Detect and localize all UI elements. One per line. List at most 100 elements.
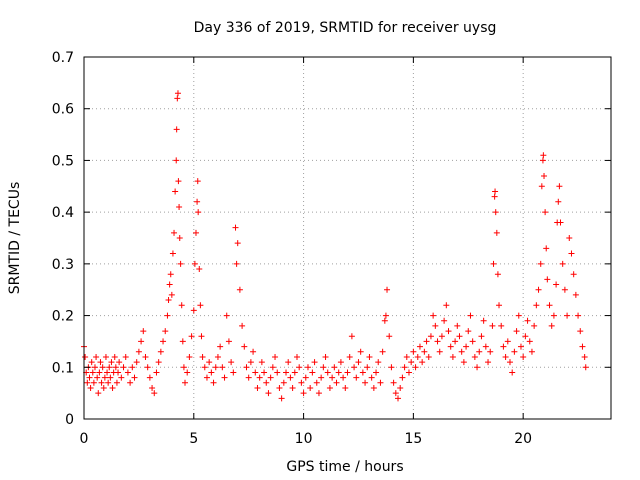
data-point: [111, 353, 118, 360]
data-point: [93, 353, 100, 360]
axis-ticks: 0 5 10 15 20 0 0.1 0.2 0.3 0.4 0.5 0.6 0.7: [52, 50, 611, 447]
data-point: [401, 364, 408, 371]
data-point: [155, 359, 162, 366]
data-point: [368, 374, 375, 381]
y-tick-label: 0.4: [52, 205, 74, 221]
data-point: [212, 364, 219, 371]
data-point: [322, 353, 329, 360]
data-point: [311, 359, 318, 366]
y-tick-label: 0: [65, 412, 74, 428]
data-point: [476, 348, 483, 355]
data-point: [174, 90, 181, 97]
x-tick-label: 15: [404, 431, 422, 447]
data-point: [122, 353, 129, 360]
data-point: [304, 364, 311, 371]
y-tick-label: 0.1: [52, 360, 74, 376]
data-point: [196, 266, 203, 273]
data-point: [151, 390, 158, 397]
data-point: [506, 359, 513, 366]
data-point: [447, 343, 454, 350]
data-point: [210, 379, 217, 386]
data-point: [513, 328, 520, 335]
data-point: [359, 369, 366, 376]
data-point: [254, 384, 261, 391]
data-point: [524, 317, 531, 324]
data-point: [423, 338, 430, 345]
data-point: [129, 364, 136, 371]
data-point: [370, 384, 377, 391]
x-tick-label: 5: [189, 431, 198, 447]
data-point: [197, 302, 204, 309]
data-point: [381, 317, 388, 324]
data-point: [416, 343, 423, 350]
data-point: [182, 379, 189, 386]
data-point: [500, 343, 507, 350]
data-point: [397, 384, 404, 391]
data-point: [384, 286, 391, 293]
data-point: [548, 322, 555, 329]
data-point: [471, 353, 478, 360]
data-point: [555, 198, 562, 205]
data-point: [100, 384, 107, 391]
x-tick-label: 20: [514, 431, 532, 447]
data-point: [520, 353, 527, 360]
data-point: [173, 126, 180, 133]
data-point: [443, 302, 450, 309]
data-point: [190, 307, 197, 314]
data-point: [203, 374, 210, 381]
chart-title: Day 336 of 2019, SRMTID for receiver uys…: [194, 20, 497, 36]
data-point: [564, 312, 571, 319]
data-point: [176, 203, 183, 210]
data-point: [320, 364, 327, 371]
data-points: [81, 90, 589, 402]
data-point: [348, 333, 355, 340]
data-point: [337, 359, 344, 366]
data-point: [192, 229, 199, 236]
data-point: [502, 353, 509, 360]
data-point: [194, 198, 201, 205]
data-point: [575, 312, 582, 319]
data-point: [82, 353, 89, 360]
data-point: [153, 369, 160, 376]
data-point: [289, 384, 296, 391]
data-point: [467, 312, 474, 319]
data-point: [430, 312, 437, 319]
data-point: [239, 322, 246, 329]
data-point: [469, 338, 476, 345]
data-point: [480, 317, 487, 324]
data-point: [174, 95, 181, 102]
data-point: [261, 369, 268, 376]
data-point: [285, 359, 292, 366]
data-point: [414, 353, 421, 360]
data-point: [539, 157, 546, 164]
data-point: [276, 384, 283, 391]
data-point: [494, 271, 501, 278]
data-point: [165, 297, 172, 304]
data-point: [223, 312, 230, 319]
plot-border: [83, 56, 612, 420]
data-point: [166, 281, 173, 288]
data-point: [180, 364, 187, 371]
data-point: [233, 260, 240, 267]
data-point: [582, 364, 589, 371]
data-point: [283, 369, 290, 376]
data-point: [373, 369, 380, 376]
data-point: [543, 245, 550, 252]
data-point: [274, 369, 281, 376]
data-point: [579, 343, 586, 350]
data-point: [511, 348, 518, 355]
data-point: [533, 302, 540, 309]
data-point: [88, 359, 95, 366]
data-point: [509, 369, 516, 376]
data-point: [97, 359, 104, 366]
data-point: [199, 353, 206, 360]
data-point: [492, 188, 499, 195]
data-point: [541, 172, 548, 179]
data-point: [390, 379, 397, 386]
data-point: [195, 209, 202, 216]
data-point: [313, 379, 320, 386]
data-point: [538, 183, 545, 190]
data-point: [118, 374, 125, 381]
data-point: [568, 250, 575, 257]
data-point: [120, 364, 127, 371]
